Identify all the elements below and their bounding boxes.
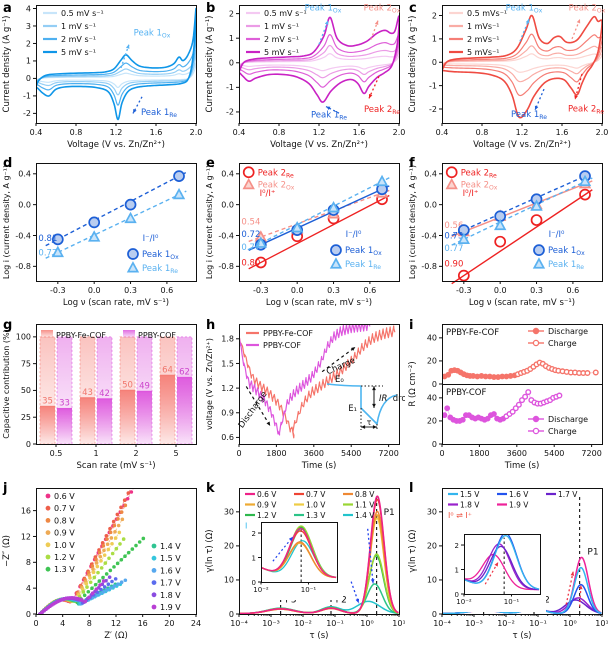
panel-h-gitt-chart bbox=[203, 318, 405, 480]
panel-label-d: d bbox=[3, 156, 13, 171]
panel-j-nyquist-chart bbox=[0, 480, 202, 651]
panel-label-c: c bbox=[409, 1, 417, 16]
panel-l-drt-chart bbox=[406, 480, 608, 651]
panel-label-h: h bbox=[206, 318, 216, 333]
panel-d-bvalue-chart bbox=[0, 155, 202, 318]
panel-b-cv-chart bbox=[203, 0, 405, 155]
panel-e-bvalue-chart bbox=[203, 155, 405, 318]
panel-label-a: a bbox=[3, 1, 12, 16]
panel-a-cv-chart bbox=[0, 0, 202, 155]
panel-f-bvalue-chart bbox=[406, 155, 608, 318]
panel-c-cv-chart bbox=[406, 0, 608, 155]
panel-label-e: e bbox=[206, 156, 215, 171]
panel-label-l: l bbox=[409, 481, 414, 496]
panel-label-f: f bbox=[409, 156, 415, 171]
panel-k-drt-chart bbox=[203, 480, 405, 651]
panel-label-i: i bbox=[409, 318, 414, 333]
panel-label-j: j bbox=[3, 481, 8, 496]
panel-label-k: k bbox=[206, 481, 215, 496]
panel-label-b: b bbox=[206, 1, 216, 16]
panel-g-capacitive-bar-chart bbox=[0, 318, 202, 480]
panel-i-resistance-chart bbox=[406, 318, 608, 480]
panel-label-g: g bbox=[3, 318, 13, 333]
